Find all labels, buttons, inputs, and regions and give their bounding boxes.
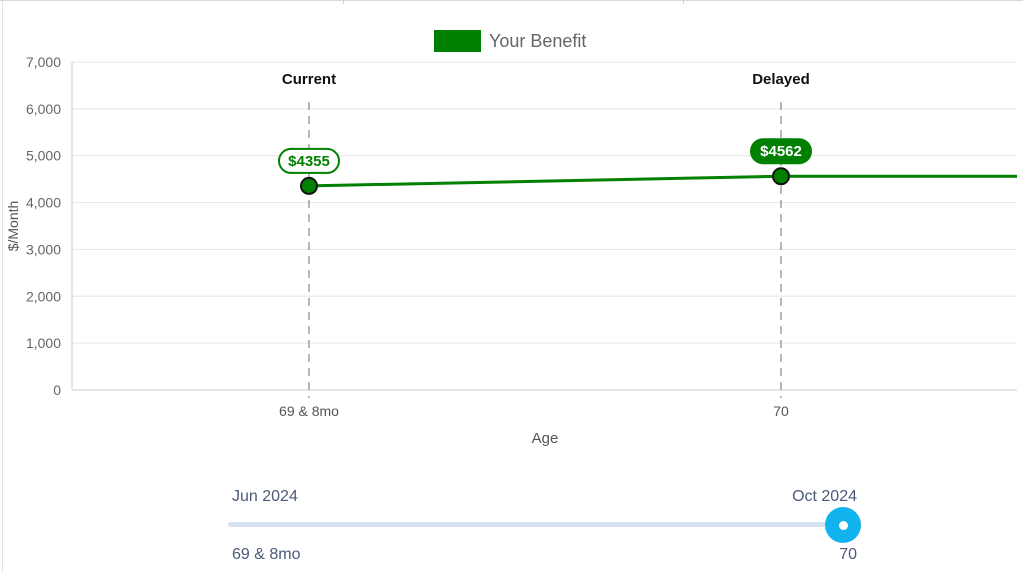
panel-divider [343, 0, 344, 4]
slider-end-date: Oct 2024 [792, 488, 857, 505]
y-tick-label: 4,000 [26, 195, 61, 211]
x-tick-label: 69 & 8mo [279, 403, 339, 419]
slider-thumb-dot [838, 520, 848, 530]
benefit-chart: 0 1,000 2,000 3,000 4,000 5,000 6,000 7,000 $/Mo… [5, 54, 1017, 447]
y-tick-label: 5,000 [26, 148, 61, 164]
legend-label: Your Benefit [489, 30, 587, 51]
marker-label: Delayed [752, 71, 810, 88]
data-point [772, 167, 790, 186]
data-label: $4355 [288, 153, 330, 170]
data-label-bubble [750, 138, 812, 165]
slider-track[interactable] [228, 522, 840, 527]
y-axis-title: $/Month [5, 201, 21, 252]
claim-date-slider[interactable]: Jun 2024 Oct 2024 69 & 8mo 70 [228, 484, 861, 572]
data-label: $4562 [760, 143, 802, 160]
benefit-series-line [308, 174, 1017, 188]
x-axis-title: Age [532, 430, 559, 447]
y-tick-label: 1,000 [26, 335, 61, 351]
y-tick-label: 0 [53, 382, 61, 398]
slider-thumb[interactable] [825, 507, 861, 543]
y-tick-label: 3,000 [26, 241, 61, 257]
legend-swatch [434, 30, 481, 52]
data-label-bubble [278, 147, 340, 174]
panel-divider [683, 0, 684, 4]
data-point [300, 176, 318, 195]
chart-legend[interactable]: Your Benefit [434, 30, 586, 52]
slider-start-age: 69 & 8mo [232, 546, 301, 563]
y-tick-label: 6,000 [26, 101, 61, 117]
slider-start-date: Jun 2024 [232, 488, 298, 505]
x-tick-label: 70 [773, 403, 789, 419]
marker-label: Current [282, 71, 336, 88]
y-tick-label: 2,000 [26, 288, 61, 304]
slider-end-age: 70 [839, 546, 857, 563]
panel-top-border [0, 0, 1023, 4]
panel-left-border [2, 0, 3, 572]
y-tick-label: 7,000 [26, 54, 61, 70]
